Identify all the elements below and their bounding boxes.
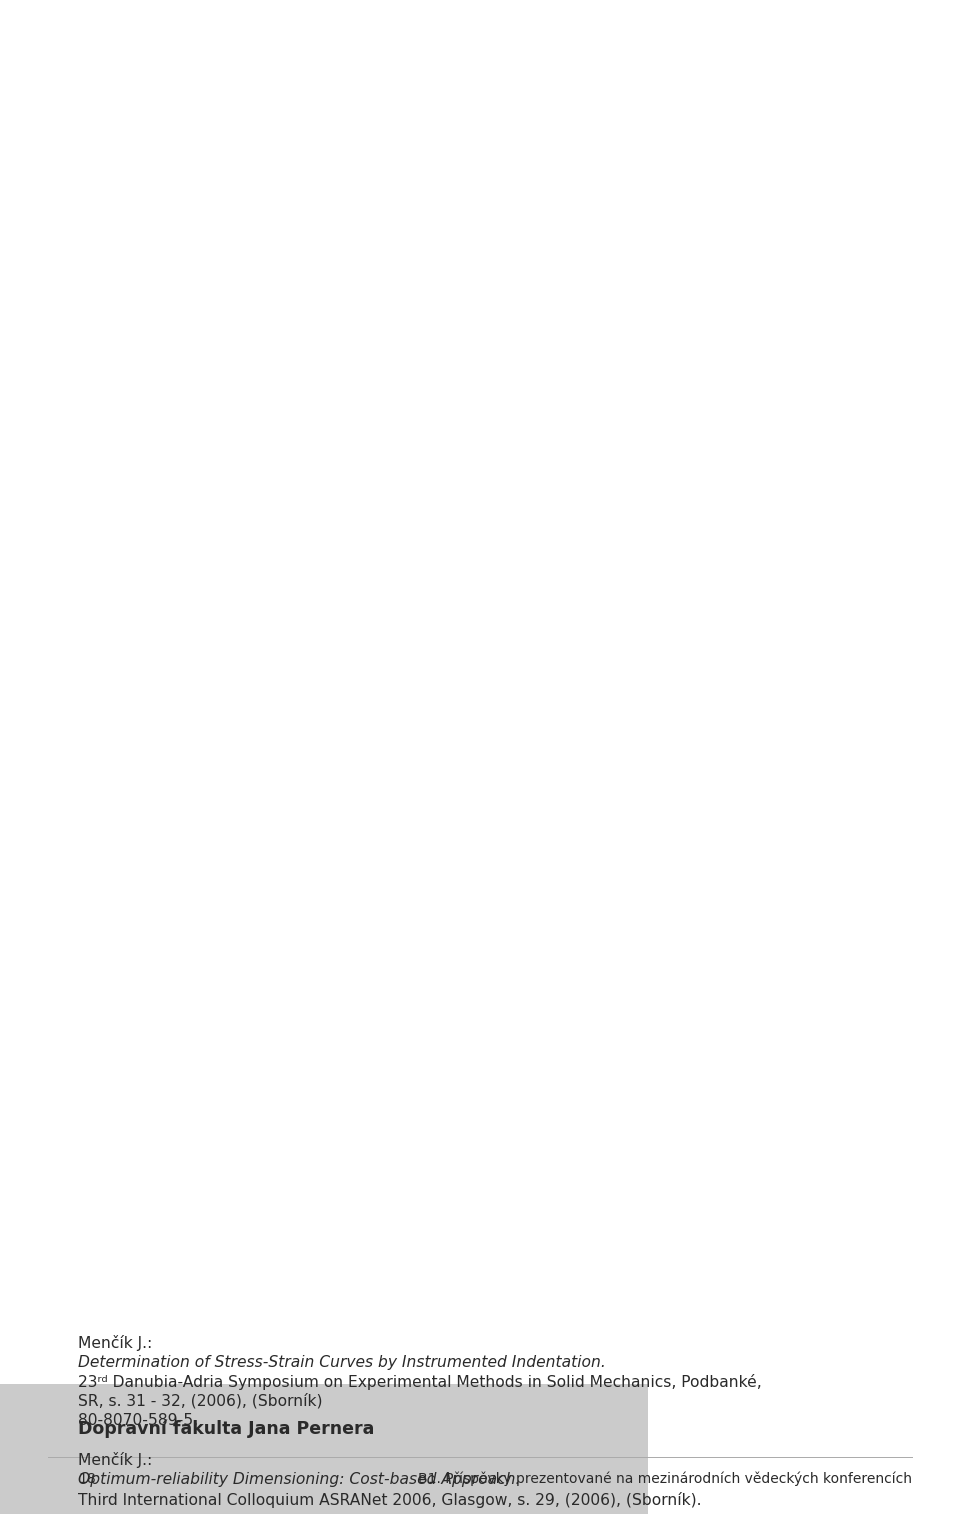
Text: Determination of Stress-Strain Curves by Instrumented Indentation.: Determination of Stress-Strain Curves by…	[78, 1355, 606, 1370]
Text: SR, s. 31 - 32, (2006), (Sborník): SR, s. 31 - 32, (2006), (Sborník)	[78, 1393, 323, 1410]
Text: Menčík J.:: Menčík J.:	[78, 1335, 153, 1350]
Text: 18: 18	[78, 1472, 96, 1487]
Text: Optimum-reliability Dimensioning: Cost-based Approach.: Optimum-reliability Dimensioning: Cost-b…	[78, 1472, 520, 1487]
Bar	[0, 1384, 648, 1514]
Text: 80-8070-589-5.: 80-8070-589-5.	[78, 1413, 198, 1428]
Text: Menčík J.:: Menčík J.:	[78, 1452, 153, 1469]
Text: B1. Příspěvky prezentované na mezinárodních vědeckých konferencích: B1. Příspěvky prezentované na mezinárodn…	[418, 1472, 912, 1487]
Text: 23ʳᵈ Danubia-Adria Symposium on Experimental Methods in Solid Mechanics, Podbank: 23ʳᵈ Danubia-Adria Symposium on Experime…	[78, 1375, 761, 1390]
Text: Dopravní fakulta Jana Pernera: Dopravní fakulta Jana Pernera	[78, 1420, 374, 1438]
Text: Third International Colloquium ASRANet 2006, Glasgow, s. 29, (2006), (Sborník).: Third International Colloquium ASRANet 2…	[78, 1491, 702, 1508]
